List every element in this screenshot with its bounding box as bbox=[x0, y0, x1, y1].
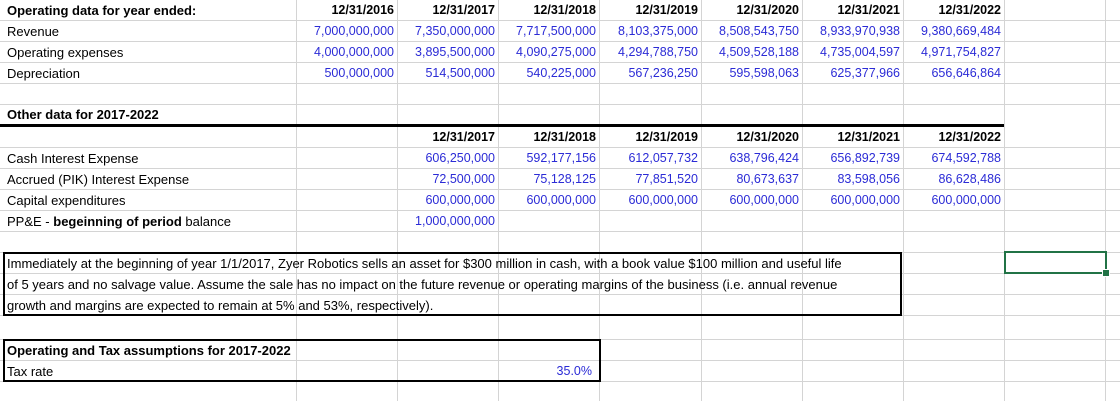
fill-handle[interactable] bbox=[1102, 269, 1110, 277]
pik-interest-cell[interactable]: 86,628,486 bbox=[938, 172, 1001, 186]
date-header[interactable]: 12/31/2022 bbox=[938, 3, 1001, 17]
capex-cell[interactable]: 600,000,000 bbox=[931, 193, 1001, 207]
gridline bbox=[701, 0, 702, 401]
cash-interest-cell[interactable]: 606,250,000 bbox=[425, 151, 495, 165]
pik-interest-cell[interactable]: 77,851,520 bbox=[635, 172, 698, 186]
gridline bbox=[0, 273, 1120, 274]
opex-cell[interactable]: 3,895,500,000 bbox=[415, 45, 495, 59]
assumptions-box bbox=[3, 339, 601, 382]
date-header[interactable]: 12/31/2021 bbox=[837, 3, 900, 17]
gridline bbox=[0, 147, 1120, 148]
date-header[interactable]: 12/31/2020 bbox=[736, 3, 799, 17]
revenue-cell[interactable]: 7,717,500,000 bbox=[516, 24, 596, 38]
date-header[interactable]: 12/31/2017 bbox=[432, 3, 495, 17]
gridline bbox=[0, 83, 1120, 84]
date-header[interactable]: 12/31/2017 bbox=[432, 130, 495, 144]
gridline bbox=[1004, 0, 1005, 401]
depreciation-cell[interactable]: 540,225,000 bbox=[526, 66, 596, 80]
pik-interest-cell[interactable]: 75,128,125 bbox=[533, 172, 596, 186]
row-label-operating-expenses[interactable]: Operating expenses bbox=[7, 45, 124, 60]
row-label-pik-interest[interactable]: Accrued (PIK) Interest Expense bbox=[7, 172, 190, 187]
ppe-label-prefix: PP&E - bbox=[7, 214, 54, 229]
depreciation-cell[interactable]: 514,500,000 bbox=[425, 66, 495, 80]
row-label-capex[interactable]: Capital expenditures bbox=[7, 193, 126, 208]
row-label-revenue[interactable]: Revenue bbox=[7, 24, 60, 39]
capex-cell[interactable]: 600,000,000 bbox=[830, 193, 900, 207]
ppe-label-bold: begeinning of period bbox=[53, 214, 182, 229]
date-header[interactable]: 12/31/2019 bbox=[635, 3, 698, 17]
revenue-cell[interactable]: 7,000,000,000 bbox=[314, 24, 394, 38]
operating-data-title[interactable]: Operating data for year ended: bbox=[7, 3, 197, 18]
gridline bbox=[0, 210, 1120, 211]
revenue-cell[interactable]: 7,350,000,000 bbox=[415, 24, 495, 38]
gridline bbox=[0, 294, 1120, 295]
revenue-cell[interactable]: 8,508,543,750 bbox=[719, 24, 799, 38]
note-box bbox=[3, 252, 902, 316]
date-header[interactable]: 12/31/2019 bbox=[635, 130, 698, 144]
gridline bbox=[0, 62, 1120, 63]
gridline bbox=[0, 168, 1120, 169]
cash-interest-cell[interactable]: 638,796,424 bbox=[729, 151, 799, 165]
revenue-cell[interactable]: 9,380,669,484 bbox=[921, 24, 1001, 38]
ppe-cell[interactable]: 1,000,000,000 bbox=[415, 214, 495, 228]
tax-rate-cell[interactable]: 35.0% bbox=[556, 364, 592, 378]
other-data-title[interactable]: Other data for 2017-2022 bbox=[7, 107, 159, 122]
capex-cell[interactable]: 600,000,000 bbox=[425, 193, 495, 207]
pik-interest-cell[interactable]: 72,500,000 bbox=[432, 172, 495, 186]
note-line[interactable]: Immediately at the beginning of year 1/1… bbox=[7, 256, 842, 271]
note-line[interactable]: of 5 years and no salvage value. Assume … bbox=[7, 277, 838, 292]
gridline bbox=[0, 360, 1120, 361]
gridline bbox=[0, 231, 1120, 232]
ppe-label-suffix: balance bbox=[181, 214, 231, 229]
gridline bbox=[599, 0, 600, 401]
depreciation-cell[interactable]: 656,646,864 bbox=[931, 66, 1001, 80]
gridline bbox=[802, 0, 803, 401]
gridline bbox=[0, 104, 1120, 105]
depreciation-cell[interactable]: 567,236,250 bbox=[628, 66, 698, 80]
depreciation-cell[interactable]: 500,000,000 bbox=[324, 66, 394, 80]
opex-cell[interactable]: 4,000,000,000 bbox=[314, 45, 394, 59]
revenue-cell[interactable]: 8,933,970,938 bbox=[820, 24, 900, 38]
row-label-depreciation[interactable]: Depreciation bbox=[7, 66, 80, 81]
pik-interest-cell[interactable]: 83,598,056 bbox=[837, 172, 900, 186]
depreciation-cell[interactable]: 625,377,966 bbox=[830, 66, 900, 80]
active-cell-selection[interactable] bbox=[1004, 251, 1107, 274]
gridline bbox=[498, 0, 499, 401]
gridline bbox=[0, 189, 1120, 190]
row-label-ppe[interactable]: PP&E - begeinning of period balance bbox=[7, 211, 297, 232]
pik-interest-cell[interactable]: 80,673,637 bbox=[736, 172, 799, 186]
date-header[interactable]: 12/31/2016 bbox=[331, 3, 394, 17]
opex-cell[interactable]: 4,509,528,188 bbox=[719, 45, 799, 59]
date-header[interactable]: 12/31/2018 bbox=[533, 130, 596, 144]
opex-cell[interactable]: 4,090,275,000 bbox=[516, 45, 596, 59]
opex-cell[interactable]: 4,971,754,827 bbox=[921, 45, 1001, 59]
cash-interest-cell[interactable]: 674,592,788 bbox=[931, 151, 1001, 165]
gridline bbox=[1105, 0, 1106, 401]
date-header[interactable]: 12/31/2021 bbox=[837, 130, 900, 144]
opex-cell[interactable]: 4,735,004,597 bbox=[820, 45, 900, 59]
cash-interest-cell[interactable]: 592,177,156 bbox=[526, 151, 596, 165]
gridline bbox=[0, 20, 1120, 21]
assumptions-title[interactable]: Operating and Tax assumptions for 2017-2… bbox=[7, 343, 291, 358]
revenue-cell[interactable]: 8,103,375,000 bbox=[618, 24, 698, 38]
cash-interest-cell[interactable]: 612,057,732 bbox=[628, 151, 698, 165]
capex-cell[interactable]: 600,000,000 bbox=[628, 193, 698, 207]
gridline bbox=[397, 0, 398, 401]
date-header[interactable]: 12/31/2020 bbox=[736, 130, 799, 144]
gridline bbox=[296, 0, 297, 401]
capex-cell[interactable]: 600,000,000 bbox=[729, 193, 799, 207]
date-header[interactable]: 12/31/2022 bbox=[938, 130, 1001, 144]
row-label-tax-rate[interactable]: Tax rate bbox=[7, 364, 54, 379]
capex-cell[interactable]: 600,000,000 bbox=[526, 193, 596, 207]
gridline bbox=[903, 0, 904, 401]
date-header[interactable]: 12/31/2018 bbox=[533, 3, 596, 17]
section-underline bbox=[0, 124, 1004, 127]
cash-interest-cell[interactable]: 656,892,739 bbox=[830, 151, 900, 165]
depreciation-cell[interactable]: 595,598,063 bbox=[729, 66, 799, 80]
row-label-cash-interest[interactable]: Cash Interest Expense bbox=[7, 151, 139, 166]
opex-cell[interactable]: 4,294,788,750 bbox=[618, 45, 698, 59]
note-line[interactable]: growth and margins are expected to remai… bbox=[7, 298, 434, 313]
gridline bbox=[0, 41, 1120, 42]
